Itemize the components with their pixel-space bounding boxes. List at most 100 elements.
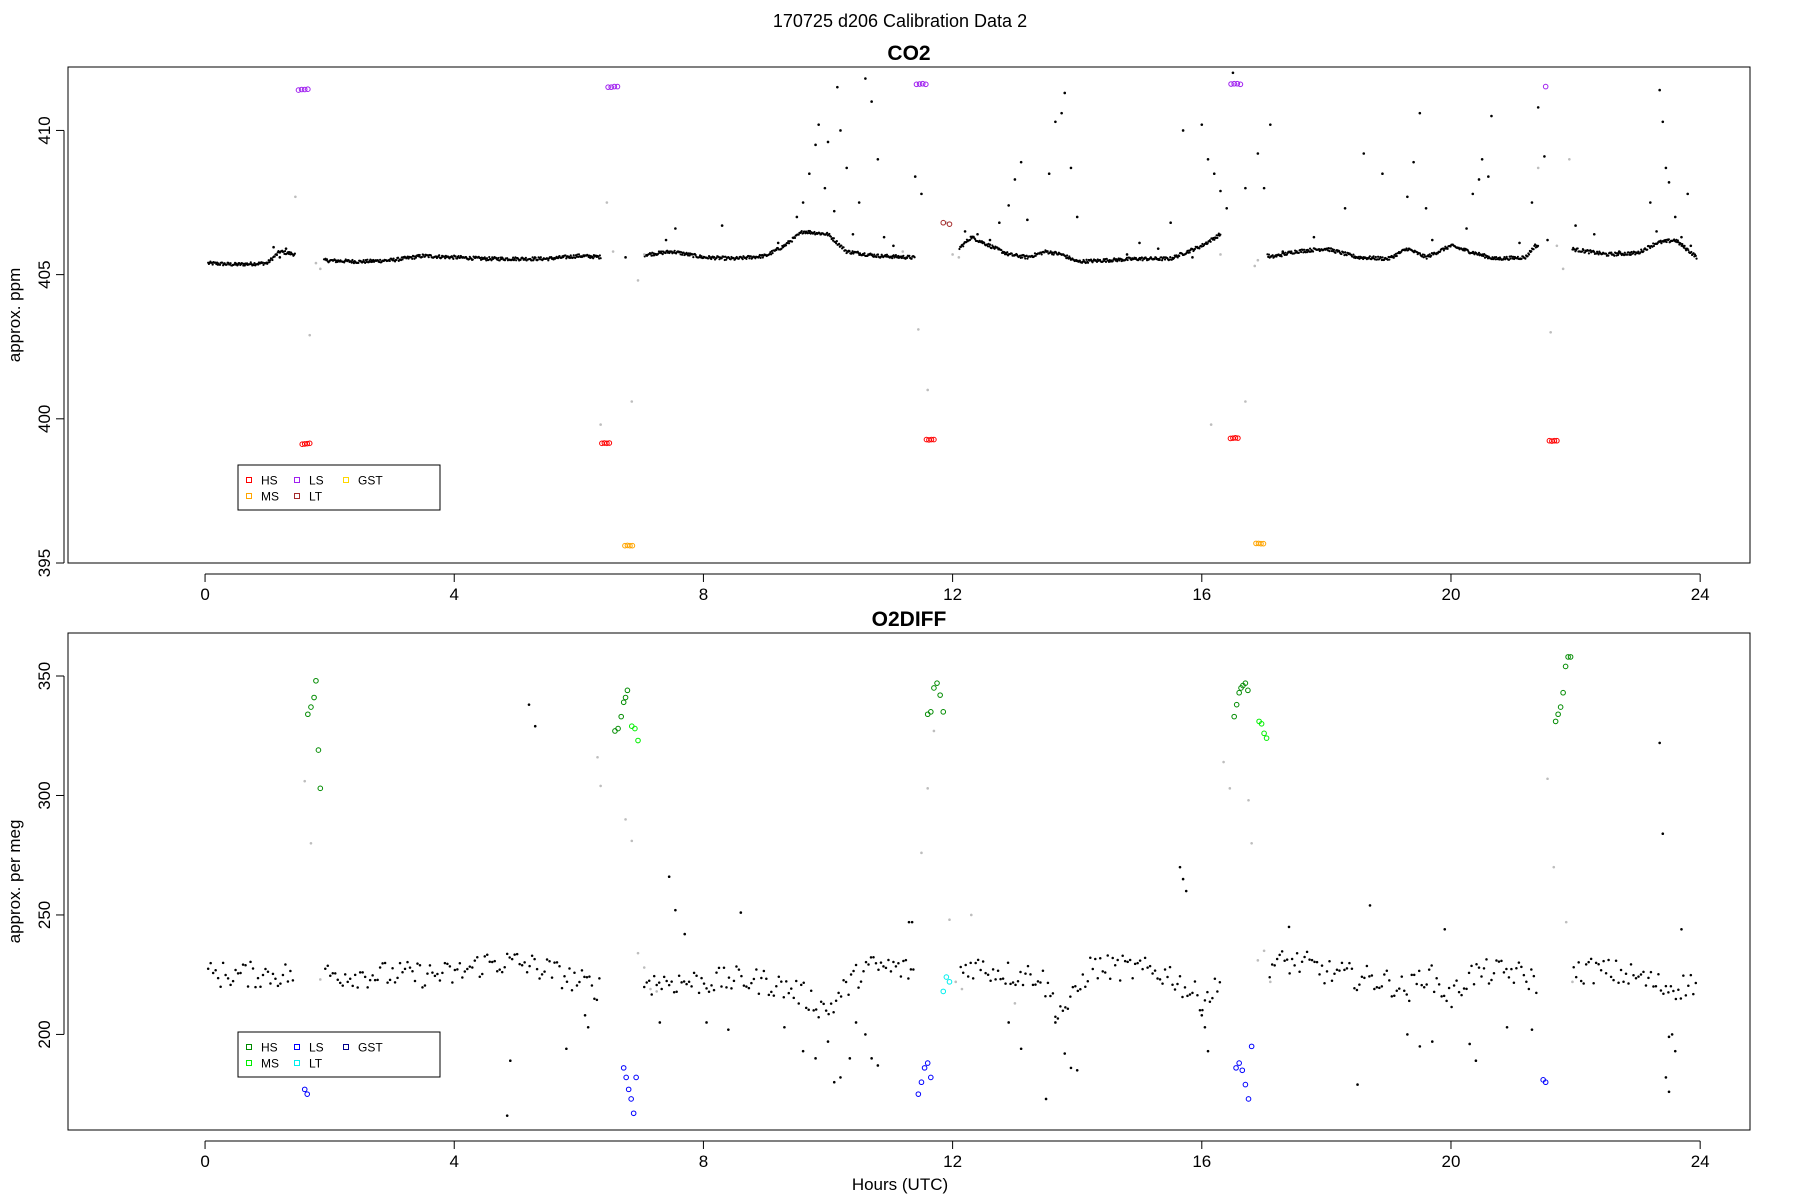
panel-o2diff-ambient-point [416, 962, 419, 965]
panel-o2diff-ambient-point [565, 980, 569, 983]
panel-o2diff-ambient-point [1530, 968, 1533, 971]
panel-o2diff-ambient-point [797, 1002, 800, 1005]
panel-o2diff-ambient-point [899, 975, 903, 978]
panel-o2diff-ambient-point [1320, 964, 1324, 967]
panel-o2diff-ambient-point [650, 993, 653, 996]
panel-co2-ambient-point [832, 237, 835, 240]
panel-o2diff-flagged-point [960, 987, 964, 991]
panel-co2-x-tick-label: 4 [450, 585, 459, 604]
panel-o2diff-ambient-point [854, 963, 858, 967]
panel-co2-ambient-point [885, 253, 889, 256]
panel-o2diff-ambient-point [1101, 970, 1104, 973]
panel-o2diff-hs-point [313, 677, 319, 684]
panel-o2diff-ambient-point [1393, 994, 1396, 997]
panel-o2diff-ambient-point [1096, 977, 1100, 980]
panel-co2-ls-point [919, 80, 926, 87]
panel-co2-ambient-point [715, 256, 718, 260]
panel-o2diff-hs-point [931, 685, 937, 691]
panel-o2diff-ambient-point [406, 960, 409, 964]
panel-co2-ambient-point [1395, 254, 1398, 258]
panel-co2-ambient-point [262, 263, 265, 267]
panel-co2-ambient-point [269, 259, 272, 262]
panel-o2diff-ambient-point [1475, 963, 1478, 966]
panel-o2diff-ambient-point [259, 985, 262, 989]
panel-co2-ambient-point [851, 232, 855, 236]
panel-co2-ambient-point [1532, 248, 1535, 251]
panel-co2-legend-label-gst: GST [358, 474, 383, 488]
panel-o2diff-ambient-point [466, 967, 469, 971]
panel-co2-ambient-point [624, 256, 627, 259]
panel-o2diff-ambient-point [1497, 960, 1501, 963]
panel-co2-legend-swatch-ls [294, 477, 300, 483]
panel-co2-ambient-point [452, 257, 455, 260]
panel-o2diff-ambient-point [720, 985, 723, 988]
panel-o2diff-ambient-point [847, 993, 850, 996]
panel-o2diff-ambient-point [1151, 972, 1154, 975]
panel-co2-legend: HS MS LS LT GST [237, 464, 441, 511]
panel-co2-ambient-point [787, 242, 791, 245]
panel-co2-ambient-point [1153, 258, 1156, 261]
panel-o2diff-ambient-point [413, 979, 417, 983]
panel-o2diff-ambient-point [383, 961, 387, 965]
panel-o2diff-ambient-point [1373, 987, 1376, 991]
panel-co2-ambient-point [892, 244, 895, 248]
panel-o2diff-ambient-point [1138, 959, 1142, 962]
panel-o2diff-ambient-point [1517, 961, 1521, 964]
panel-co2-ambient-point [692, 256, 695, 259]
panel-o2diff-ls-point [623, 1074, 629, 1081]
panel-o2diff-ambient-point [1061, 1009, 1065, 1012]
panel-o2diff-flagged-point [309, 841, 313, 845]
panel-o2diff-ambient-point [264, 967, 267, 971]
panel-o2diff-ambient-point [1330, 979, 1334, 983]
panel-co2-flagged-point [917, 328, 920, 331]
panel-co2-ambient-point [1642, 250, 1645, 253]
panel-co2-ambient-point [876, 253, 880, 256]
panel-o2diff-ambient-point [1200, 1014, 1204, 1017]
panel-co2-flagged-point [1536, 166, 1540, 170]
panel-co2-flagged-point [636, 279, 640, 282]
panel-o2diff-ambient-point [291, 979, 295, 982]
panel-o2diff-ambient-point [792, 996, 796, 1000]
panel-o2diff-lt-point [943, 974, 950, 980]
panel-o2diff-ambient-point [1505, 1025, 1509, 1029]
panel-co2-ambient-point [790, 240, 794, 243]
panel-o2diff-ambient-point [1141, 967, 1144, 971]
panel-o2diff-ambient-point [710, 984, 713, 987]
panel-co2-ambient-point [271, 258, 274, 262]
panel-o2diff-ls-point [918, 1079, 925, 1086]
panel-o2diff-ambient-point [1094, 957, 1097, 961]
panel-co2-ambient-point [908, 254, 911, 257]
panel-o2diff-ambient-point [1084, 985, 1087, 988]
panel-o2diff-flagged-point [932, 729, 936, 733]
panel-co2-ambient-point [1340, 252, 1343, 256]
panel-o2diff-ambient-point [461, 976, 464, 979]
panel-co2-ambient-point [1491, 256, 1494, 259]
panel-co2-ambient-point [998, 221, 1001, 225]
panel-co2-x-tick-label: 24 [1691, 585, 1710, 604]
panel-o2diff-ambient-point [1075, 1068, 1079, 1072]
panel-co2-ambient-point [1060, 111, 1063, 115]
panel-o2diff-ambient-point [1368, 904, 1372, 907]
panel-o2diff-ambient-point [540, 973, 544, 976]
panel-co2-hs-point [1235, 435, 1241, 441]
panel-o2diff-ambient-point [211, 971, 215, 975]
panel-co2-ambient-point [506, 257, 509, 260]
panel-co2-legend-swatch-hs [246, 477, 252, 483]
panel-o2diff-ambient-point [785, 980, 788, 983]
panel-co2-ambient-point [793, 236, 797, 240]
panel-co2-ambient-point [1026, 218, 1029, 222]
panel-o2diff-ambient-point [368, 978, 372, 982]
panel-o2diff-ambient-point [755, 968, 758, 971]
panel-co2-ambient-point [485, 257, 489, 260]
panel-co2-ambient-point [1141, 259, 1144, 262]
panel-o2diff-flagged-point [1564, 920, 1568, 924]
panel-o2diff-ambient-point [783, 1025, 786, 1029]
panel-o2diff-flagged-point [1013, 1002, 1017, 1005]
panel-o2diff-ambient-point [590, 984, 594, 987]
panel-o2diff-ambient-point [513, 953, 516, 956]
panel-co2-ambient-point [983, 241, 986, 244]
panel-o2diff-ambient-point [1525, 980, 1528, 984]
panel-o2diff-ambient-point [1406, 1033, 1409, 1036]
panel-co2-ambient-point [1607, 254, 1610, 257]
panel-co2-ls-point [923, 81, 929, 88]
